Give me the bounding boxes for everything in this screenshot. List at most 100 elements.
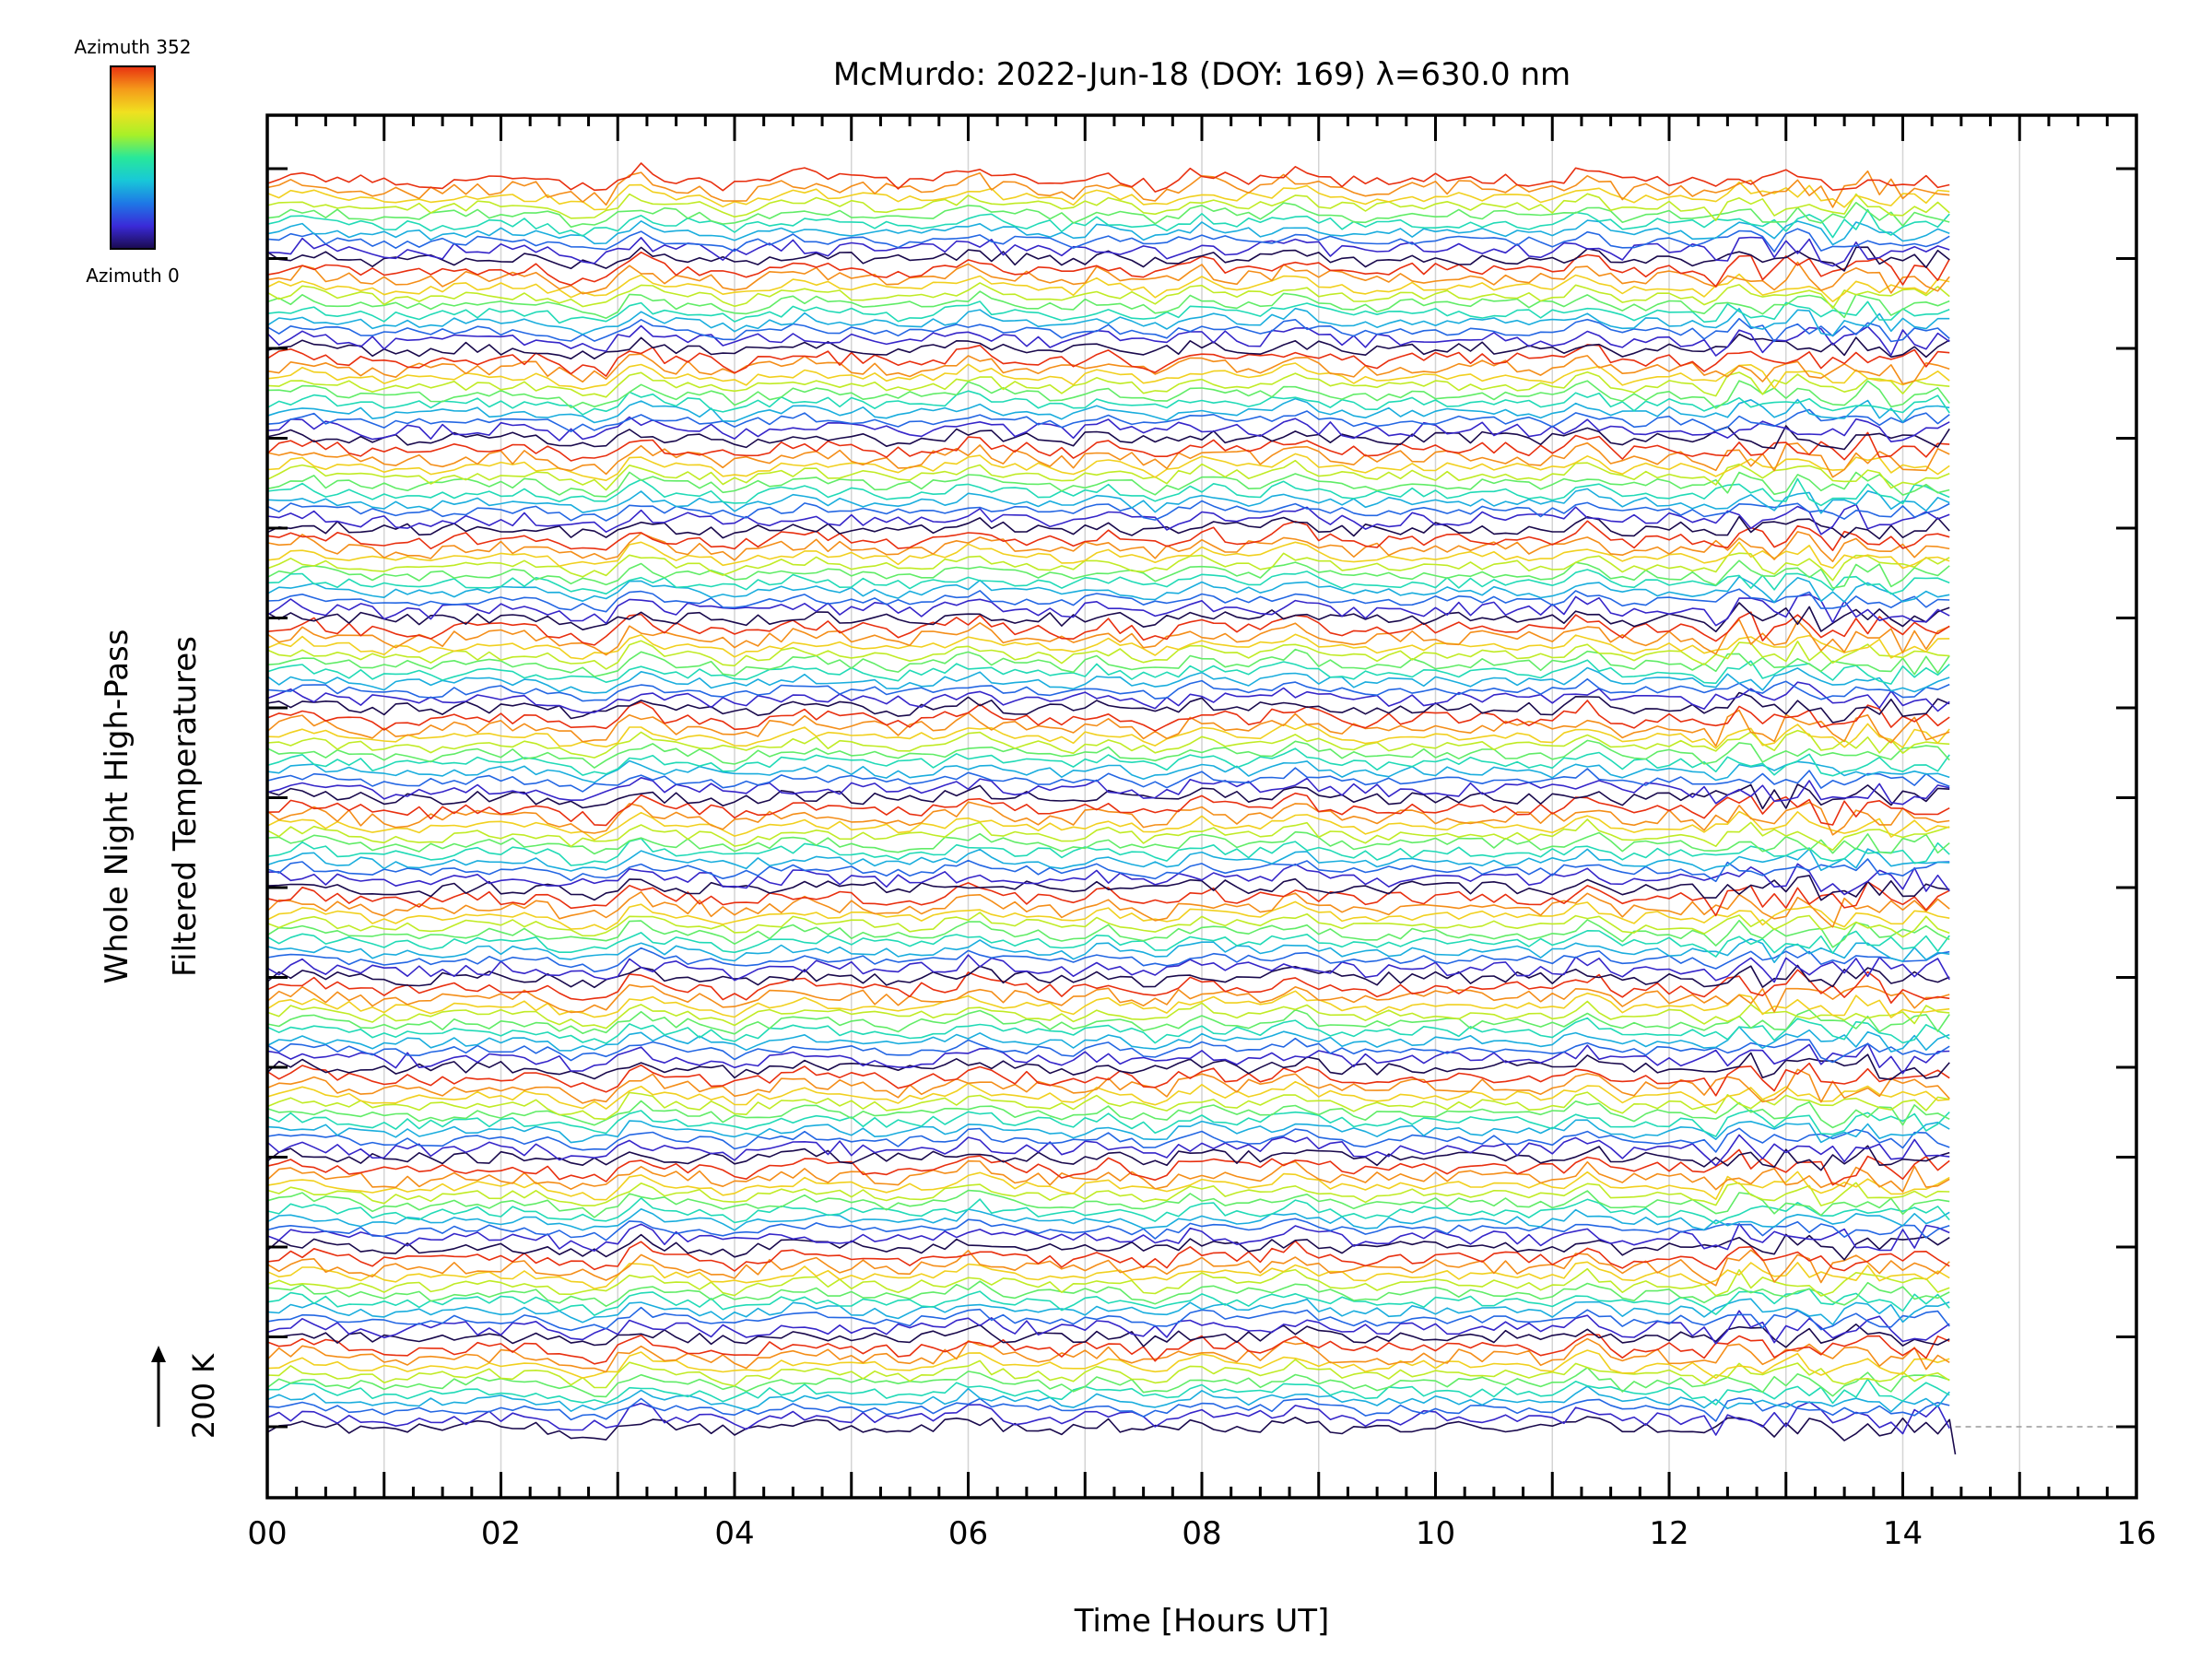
temperature-trace (266, 1159, 1950, 1193)
temperature-trace (266, 520, 1950, 552)
colorbar: Azimuth 352 Azimuth 0 (75, 36, 192, 287)
x-tick-label: 16 (2116, 1515, 2156, 1552)
temperature-trace (266, 783, 1950, 810)
temperature-trace (266, 929, 1950, 958)
temperature-trace (266, 723, 1950, 749)
temperature-trace (266, 453, 1950, 482)
temperature-trace (266, 1397, 1950, 1422)
temperature-trace (266, 1401, 1950, 1436)
temperature-trace (266, 408, 1950, 433)
temperature-trace (266, 759, 1950, 783)
temperature-trace (266, 890, 1950, 928)
temperature-trace (266, 1134, 1950, 1167)
temperature-trace (266, 1416, 1957, 1455)
temperature-trace (266, 1182, 1950, 1206)
temperature-trace (266, 767, 1950, 793)
temperature-trace (266, 282, 1950, 310)
temperature-trace (266, 1334, 1950, 1365)
temperature-trace (266, 290, 1950, 320)
temperature-trace (266, 431, 1950, 462)
temperature-trace (266, 261, 1950, 295)
temperature-trace (266, 776, 1950, 806)
temperature-trace (266, 488, 1950, 514)
temperature-trace (266, 700, 1950, 732)
temperature-trace (266, 611, 1950, 646)
temperature-trace (266, 1249, 1950, 1287)
temperature-trace (266, 912, 1950, 938)
temperature-trace (266, 1127, 1950, 1153)
x-tick-labels: 00 02 04 06 08 10 12 14 16 (247, 1515, 2156, 1552)
temperature-trace (266, 1145, 1950, 1171)
temperature-trace (266, 964, 1950, 989)
temperature-trace (266, 1280, 1950, 1307)
temperature-trace (266, 900, 1950, 931)
temperature-trace (266, 575, 1950, 604)
temperature-trace (266, 947, 1950, 973)
temperature-trace (266, 1171, 1950, 1201)
temperature-trace (266, 1288, 1950, 1316)
temperature-trace (266, 397, 1950, 424)
temperature-trace (266, 1385, 1950, 1413)
temperature-trace (266, 380, 1950, 409)
temperature-trace (266, 983, 1950, 1014)
x-axis-label: Time [Hours UT] (1074, 1603, 1330, 1640)
temperature-trace (266, 251, 1950, 288)
temperature-trace (266, 362, 1950, 391)
temperature-trace (266, 300, 1950, 324)
x-tick-label: 02 (481, 1515, 521, 1552)
colorbar-top-label: Azimuth 352 (75, 36, 192, 58)
temperature-trace (266, 1026, 1950, 1053)
chart-title: McMurdo: 2022-Jun-18 (DOY: 169) λ=630.0 … (833, 56, 1571, 93)
temperature-trace (266, 691, 1950, 724)
x-tick-label: 04 (714, 1515, 754, 1552)
temperature-trace (266, 1109, 1950, 1137)
temperature-trace (266, 162, 1950, 193)
colorbar-bottom-label: Azimuth 0 (86, 265, 180, 287)
temperature-trace (266, 202, 1950, 229)
temperature-trace (266, 1267, 1950, 1297)
temperature-trace (266, 677, 1950, 702)
temperature-trace (266, 1068, 1950, 1104)
temperature-trace (266, 273, 1950, 303)
temperature-trace (266, 1062, 1950, 1097)
temperature-trace (266, 1359, 1950, 1389)
temperature-trace (266, 353, 1950, 385)
temperature-trace (266, 1042, 1950, 1075)
temperature-trace (266, 344, 1950, 377)
temperature-trace (266, 830, 1950, 855)
temperature-trace (266, 937, 1950, 963)
temperature-trace (266, 425, 1950, 451)
temperature-trace (266, 792, 1950, 827)
temperature-trace (266, 236, 1950, 267)
temperature-trace (266, 317, 1950, 343)
temperature-trace (266, 848, 1950, 872)
temperature-trace (266, 1240, 1950, 1272)
temperature-trace (266, 747, 1950, 777)
temperature-lines (266, 162, 1957, 1455)
temperature-trace (266, 228, 1950, 253)
temperature-trace (266, 875, 1950, 901)
temperature-trace (266, 569, 1950, 595)
temperature-trace (266, 1100, 1950, 1129)
temperature-trace (266, 324, 1950, 357)
temperature-trace (266, 193, 1950, 221)
temperature-trace (266, 858, 1950, 883)
temperature-trace (266, 709, 1950, 747)
temperature-trace (266, 666, 1950, 694)
temperature-trace (266, 1367, 1950, 1398)
y-axis-label-line2: Filtered Temperatures (167, 636, 204, 977)
scale-label: 200 K (186, 1353, 221, 1439)
temperature-trace (266, 1189, 1950, 1218)
temperature-trace (266, 503, 1950, 535)
temperature-trace (266, 1324, 1950, 1348)
temperature-trace (266, 333, 1950, 360)
y-axis-label-line1: Whole Night High-Pass (99, 629, 135, 984)
temperature-trace (266, 588, 1950, 613)
temperature-trace (266, 416, 1950, 443)
temperature-trace (266, 515, 1950, 540)
temperature-trace (266, 1080, 1950, 1110)
colorbar-gradient (110, 65, 156, 250)
temperature-trace (266, 1148, 1950, 1186)
x-tick-label: 00 (247, 1515, 287, 1552)
temperature-trace (266, 954, 1950, 983)
